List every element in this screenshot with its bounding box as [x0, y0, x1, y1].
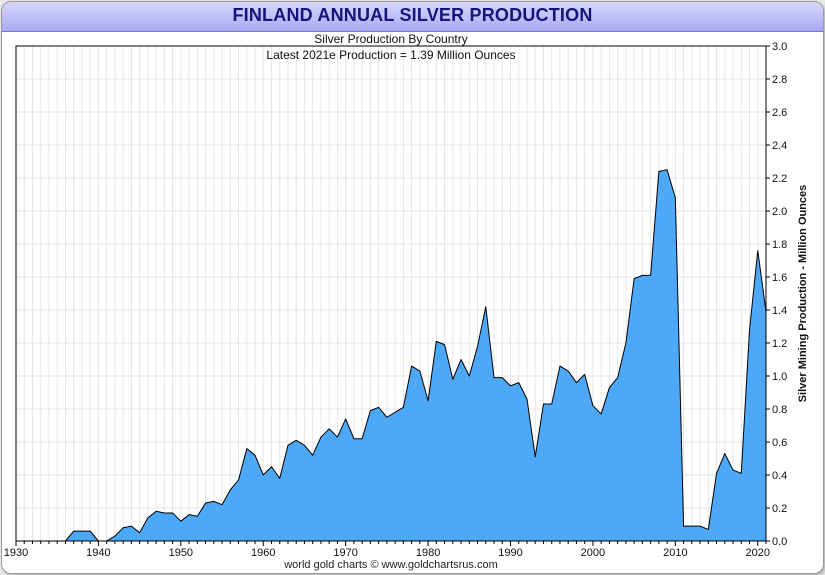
- x-tick-label: 1980: [416, 547, 440, 559]
- area-outline: [16, 169, 767, 542]
- x-tick-label: 1940: [86, 547, 110, 559]
- x-tick-label: 1970: [333, 547, 357, 559]
- x-axis: 1930 1940 1950 1960 1970 1980 1990 2000 2010 2020: [4, 541, 770, 559]
- y-tick-label: 1.6: [772, 272, 787, 284]
- y-axis-label: Silver Mining Production - Million Ounce…: [797, 185, 809, 403]
- y-tick-label: 0.4: [772, 470, 787, 482]
- y-tick-label: 0.6: [772, 437, 787, 449]
- y-tick-label: 2.6: [772, 107, 787, 119]
- y-tick-label: 0.8: [772, 404, 787, 416]
- plot-border: [15, 45, 767, 542]
- x-tick-label: 1960: [251, 547, 275, 559]
- chart-annotation: Latest 2021e Production = 1.39 Million O…: [266, 48, 515, 62]
- y-tick-label: 2.2: [772, 173, 787, 185]
- y-tick-label: 3.0: [772, 41, 787, 53]
- x-tick-label: 1950: [169, 547, 193, 559]
- x-tick-label: 2020: [746, 547, 770, 559]
- y-tick-label: 1.2: [772, 338, 787, 350]
- source-credit: world gold charts © www.goldchartsrus.co…: [283, 559, 498, 571]
- x-tick-label: 2010: [663, 547, 687, 559]
- y-tick-label: 2.0: [772, 206, 787, 218]
- y-tick-label: 2.8: [772, 74, 787, 86]
- y-tick-label: 2.4: [772, 140, 787, 152]
- y-tick-label: 1.4: [772, 305, 787, 317]
- y-tick-label: 1.8: [772, 239, 787, 251]
- title-bar: FINLAND ANNUAL SILVER PRODUCTION: [2, 2, 823, 32]
- x-tick-label: 1990: [498, 547, 522, 559]
- area-fill: [16, 169, 766, 541]
- x-tick-label: 1930: [4, 547, 28, 559]
- y-tick-label: 1.0: [772, 371, 787, 383]
- y-tick-label: 0.0: [772, 536, 787, 548]
- y-axis: 0.0 0.2 0.4 0.6 0.8 1.0 1.2 1.4 1.6 1.8 2.0 2.2 2.4 2…: [766, 41, 787, 548]
- y-tick-label: 0.2: [772, 503, 787, 515]
- chart-title: FINLAND ANNUAL SILVER PRODUCTION: [232, 5, 593, 25]
- x-tick-label: 2000: [581, 547, 605, 559]
- chart-subtitle: Silver Production By Country: [314, 32, 467, 46]
- area-series: [16, 169, 767, 542]
